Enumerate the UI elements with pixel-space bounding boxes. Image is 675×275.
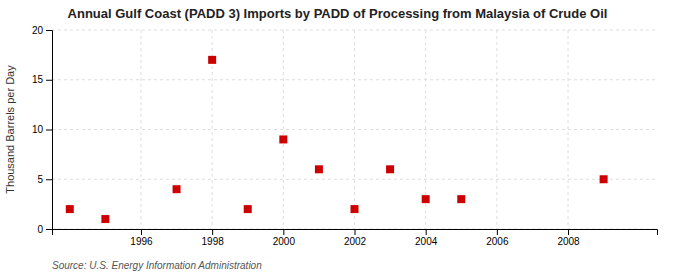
point	[351, 205, 359, 213]
x-tick-label: 1998	[202, 236, 225, 247]
x-tick-mark	[283, 229, 284, 235]
x-tick-mark	[212, 229, 213, 235]
x-tick-mark	[426, 229, 427, 235]
x-axis: 1996 1998 2000 2002 2004 2006 2008	[53, 229, 658, 247]
x-tick-label: 2008	[557, 236, 580, 247]
y-tick-mark	[46, 130, 52, 131]
x-tick-label: 2006	[486, 236, 509, 247]
x-tick: 1998	[202, 229, 225, 247]
y-axis: 0 5 10 15 20	[32, 25, 53, 235]
y-tick-mark	[46, 30, 52, 31]
x-tick: 2002	[344, 229, 367, 247]
y-tick-label: 20	[32, 25, 44, 36]
y-tick-mark	[46, 229, 52, 230]
y-tick-label: 5	[37, 174, 43, 185]
y-tick-mark	[46, 80, 52, 81]
point	[457, 195, 465, 203]
plot-area: 1996 1998 2000 2002 2004 2006 2008 0 5 10 15 20	[32, 25, 658, 247]
y-tick-label: 10	[32, 124, 44, 135]
x-tick-mark	[497, 229, 498, 235]
point	[422, 195, 430, 203]
point	[208, 56, 216, 64]
grid-line	[52, 30, 657, 31]
annotation: Source: U.S. Energy Information Administ…	[52, 260, 262, 271]
y-tick: 5	[37, 174, 52, 185]
y-tick-label: 15	[32, 74, 44, 85]
x-tick: 2000	[273, 229, 296, 247]
x-tick-label: 2004	[415, 236, 438, 247]
grid	[52, 30, 657, 229]
point	[279, 135, 287, 143]
point	[66, 205, 74, 213]
x-tick-mark	[355, 229, 356, 235]
point	[600, 175, 608, 183]
grid-line	[52, 129, 657, 130]
grid-line	[140, 30, 141, 229]
grid-line	[52, 79, 657, 80]
point	[173, 185, 181, 193]
y-tick-mark	[46, 179, 52, 180]
x-tick: 2004	[415, 229, 438, 247]
y-tick: 15	[32, 74, 52, 85]
x-tick-label: 2002	[344, 236, 367, 247]
x-tick: 2006	[486, 229, 509, 247]
grid-line	[52, 179, 657, 180]
y-axis-title: Thousand Barrels per Day	[4, 65, 16, 194]
x-tick: 2008	[557, 229, 580, 247]
points	[66, 56, 608, 223]
point	[386, 165, 394, 173]
title: Annual Gulf Coast (PADD 3) Imports by PA…	[68, 6, 608, 21]
x-tick-mark	[568, 229, 569, 235]
y-tick: 10	[32, 124, 52, 135]
x-axis-line	[53, 230, 658, 236]
y-tick: 0	[37, 224, 52, 235]
point	[315, 165, 323, 173]
y-tick: 20	[32, 25, 52, 36]
x-tick-mark	[141, 229, 142, 235]
y-axis-line	[46, 31, 53, 230]
point	[101, 215, 109, 223]
x-tick-label: 1996	[130, 236, 153, 247]
x-tick: 1996	[130, 229, 153, 247]
y-tick-label: 0	[37, 224, 43, 235]
point	[244, 205, 252, 213]
chart: 1996 1998 2000 2002 2004 2006 2008 0 5 10 15 20 Annu…	[0, 0, 675, 275]
x-tick-label: 2000	[273, 236, 296, 247]
